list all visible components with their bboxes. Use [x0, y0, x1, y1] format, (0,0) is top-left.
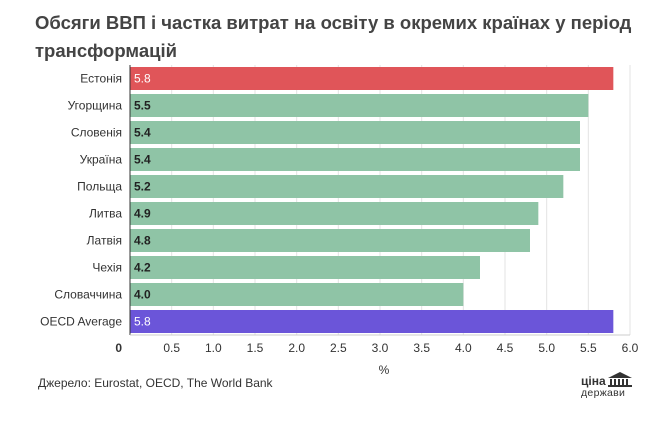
x-tick-label: 3.5	[413, 341, 430, 355]
source-note: Джерело: Eurostat, OECD, The World Bank	[38, 376, 273, 390]
value-label: 4.9	[134, 207, 151, 221]
logo-text-top: ціна	[581, 374, 606, 388]
category-label: Словаччина	[54, 288, 122, 302]
value-label: 4.8	[134, 234, 151, 248]
category-label: Естонія	[80, 72, 122, 86]
bar	[130, 94, 589, 117]
bar	[130, 283, 464, 306]
logo-text-bottom: держави	[581, 387, 626, 399]
category-label: Латвія	[87, 234, 122, 248]
building-icon	[608, 372, 632, 387]
x-tick-label: 5.0	[538, 341, 555, 355]
category-label: Польща	[77, 180, 122, 194]
x-axis-label: %	[378, 363, 390, 377]
bar	[130, 67, 614, 90]
x-tick-label: 3.0	[372, 341, 389, 355]
x-tick-label: 2.0	[288, 341, 305, 355]
x-tick-label: 6.0	[622, 341, 639, 355]
x-tick-label: 0.5	[163, 341, 180, 355]
category-label: Словенія	[71, 126, 122, 140]
x-tick-label: 5.5	[580, 341, 597, 355]
chart-title: Обсяги ВВП і частка витрат на освіту в о…	[35, 12, 632, 61]
category-label: Чехія	[92, 261, 122, 275]
bar	[130, 256, 480, 279]
value-label: 5.8	[134, 72, 151, 86]
x-tick-label: 4.0	[455, 341, 472, 355]
value-label: 4.0	[134, 288, 151, 302]
x-tick-label: 2.5	[330, 341, 347, 355]
value-label: 5.2	[134, 180, 151, 194]
bar	[130, 202, 539, 225]
bar	[130, 121, 580, 144]
category-label: Литва	[89, 207, 122, 221]
bar	[130, 175, 564, 198]
bar	[130, 229, 530, 252]
value-label: 5.4	[134, 153, 151, 167]
value-label: 4.2	[134, 261, 151, 275]
brand-logo: ціна держави	[581, 370, 637, 402]
x-tick-label: 0	[115, 341, 122, 355]
category-label: Угорщина	[68, 99, 123, 113]
x-tick-label: 4.5	[497, 341, 514, 355]
value-label: 5.5	[134, 99, 151, 113]
bar	[130, 310, 614, 333]
x-tick-label: 1.0	[205, 341, 222, 355]
category-label: OECD Average	[40, 315, 122, 329]
value-label: 5.8	[134, 315, 151, 329]
value-label: 5.4	[134, 126, 151, 140]
bar	[130, 148, 580, 171]
x-tick-label: 1.5	[247, 341, 264, 355]
category-label: Україна	[80, 153, 123, 167]
